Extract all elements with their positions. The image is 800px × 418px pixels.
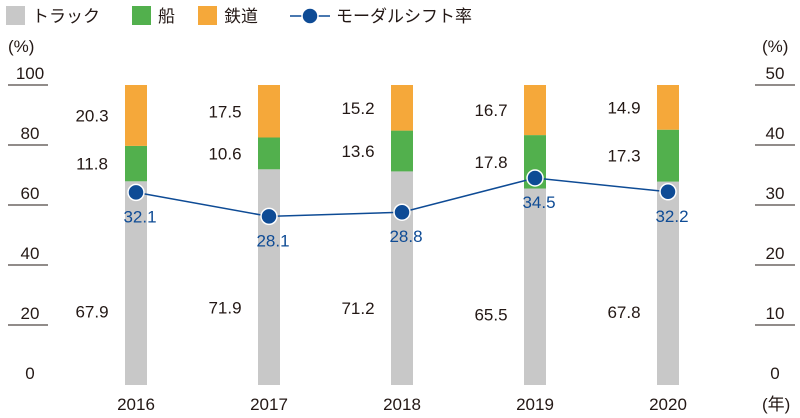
bar-segment-rail	[524, 85, 546, 136]
bar-value-label-ship: 13.6	[341, 142, 374, 161]
left-axis-unit: (%)	[8, 37, 34, 56]
modal-shift-point	[393, 203, 411, 221]
legend-line-point	[301, 7, 319, 25]
bar-segment-truck	[391, 171, 413, 385]
bars: 67.9 11.8 20.3 71.9 10.6 17.5 71.2 13.6 15.2 65.5…	[75, 85, 679, 385]
bar-segment-ship	[391, 130, 413, 172]
x-axis-unit: (年)	[762, 395, 790, 414]
legend-label-truck: トラック	[32, 7, 100, 26]
bar-segment-ship	[657, 129, 679, 182]
bar-value-label-rail: 14.9	[607, 98, 640, 117]
right-axis: 0 10 20 30 40 50	[755, 64, 795, 383]
modal-shift-value-label: 34.5	[522, 193, 555, 212]
left-tick-label: 100	[16, 64, 44, 83]
bar-value-label-ship: 17.8	[474, 153, 507, 172]
left-tick-label: 40	[21, 244, 40, 263]
bar-segment-truck	[258, 169, 280, 385]
modal-shift-point	[659, 183, 677, 201]
x-tick-label: 2018	[383, 395, 421, 414]
bar-value-label-rail: 15.2	[341, 99, 374, 118]
bar-segment-rail	[391, 85, 413, 131]
bar-value-label-rail: 16.7	[474, 101, 507, 120]
bar-value-label-ship: 11.8	[76, 155, 108, 174]
modal-shift-point	[526, 169, 544, 187]
right-tick-label: 10	[766, 304, 785, 323]
bar-value-label-truck: 71.9	[208, 298, 241, 317]
legend: トラック 船 鉄道 モーダルシフト率	[6, 6, 472, 26]
bar-value-label-truck: 67.9	[75, 303, 108, 322]
left-tick-label: 0	[25, 364, 34, 383]
x-tick-label: 2020	[649, 395, 687, 414]
x-tick-label: 2019	[516, 395, 554, 414]
bar-value-label-ship: 17.3	[607, 147, 640, 166]
bar-value-label-rail: 17.5	[208, 102, 241, 121]
modal-shift-value-label: 32.1	[123, 207, 156, 226]
right-tick-label: 50	[766, 64, 785, 83]
left-axis: 0 20 40 60 80 100	[8, 64, 48, 383]
legend-label-ship: 船	[158, 7, 175, 26]
x-tick-label: 2017	[250, 395, 288, 414]
bar-segment-truck	[524, 188, 546, 385]
legend-swatch-rail	[198, 6, 217, 25]
right-tick-label: 20	[766, 244, 785, 263]
modal-shift-point	[127, 183, 145, 202]
right-axis-unit: (%)	[762, 37, 788, 56]
modal-shift-value-label: 28.1	[256, 231, 289, 250]
bar-value-label-rail: 20.3	[75, 106, 108, 125]
right-tick-label: 40	[766, 124, 785, 143]
bar-value-label-truck: 65.5	[474, 305, 507, 324]
modal-shift-value-label: 32.2	[655, 207, 688, 226]
modal-shift-line: 32.1 28.1 28.8 34.5 32.2	[123, 169, 689, 250]
legend-swatch-truck	[6, 6, 25, 25]
legend-label-rail: 鉄道	[224, 7, 258, 26]
left-tick-label: 20	[21, 304, 40, 323]
bar-value-label-truck: 67.8	[607, 303, 640, 322]
legend-swatch-ship	[132, 6, 151, 25]
bar-segment-ship	[125, 145, 147, 182]
x-axis-labels: 2016 2017 2018 2019 2020	[117, 395, 687, 414]
bar-value-label-ship: 10.6	[208, 144, 241, 163]
legend-label-modal: モーダルシフト率	[336, 7, 472, 26]
bar-segment-rail	[258, 85, 280, 138]
bar-value-label-truck: 71.2	[341, 299, 374, 318]
right-tick-label: 30	[766, 184, 785, 203]
bar-segment-truck	[125, 181, 147, 385]
left-tick-label: 60	[21, 184, 40, 203]
bar-segment-rail	[657, 85, 679, 130]
bar-segment-truck	[657, 181, 679, 385]
right-tick-label: 0	[770, 364, 779, 383]
left-tick-label: 80	[21, 124, 40, 143]
bar-segment-rail	[125, 85, 147, 146]
modal-shift-point	[260, 207, 278, 226]
modal-shift-value-label: 28.8	[389, 227, 422, 246]
x-tick-label: 2016	[117, 395, 155, 414]
bar-segment-ship	[258, 137, 280, 170]
